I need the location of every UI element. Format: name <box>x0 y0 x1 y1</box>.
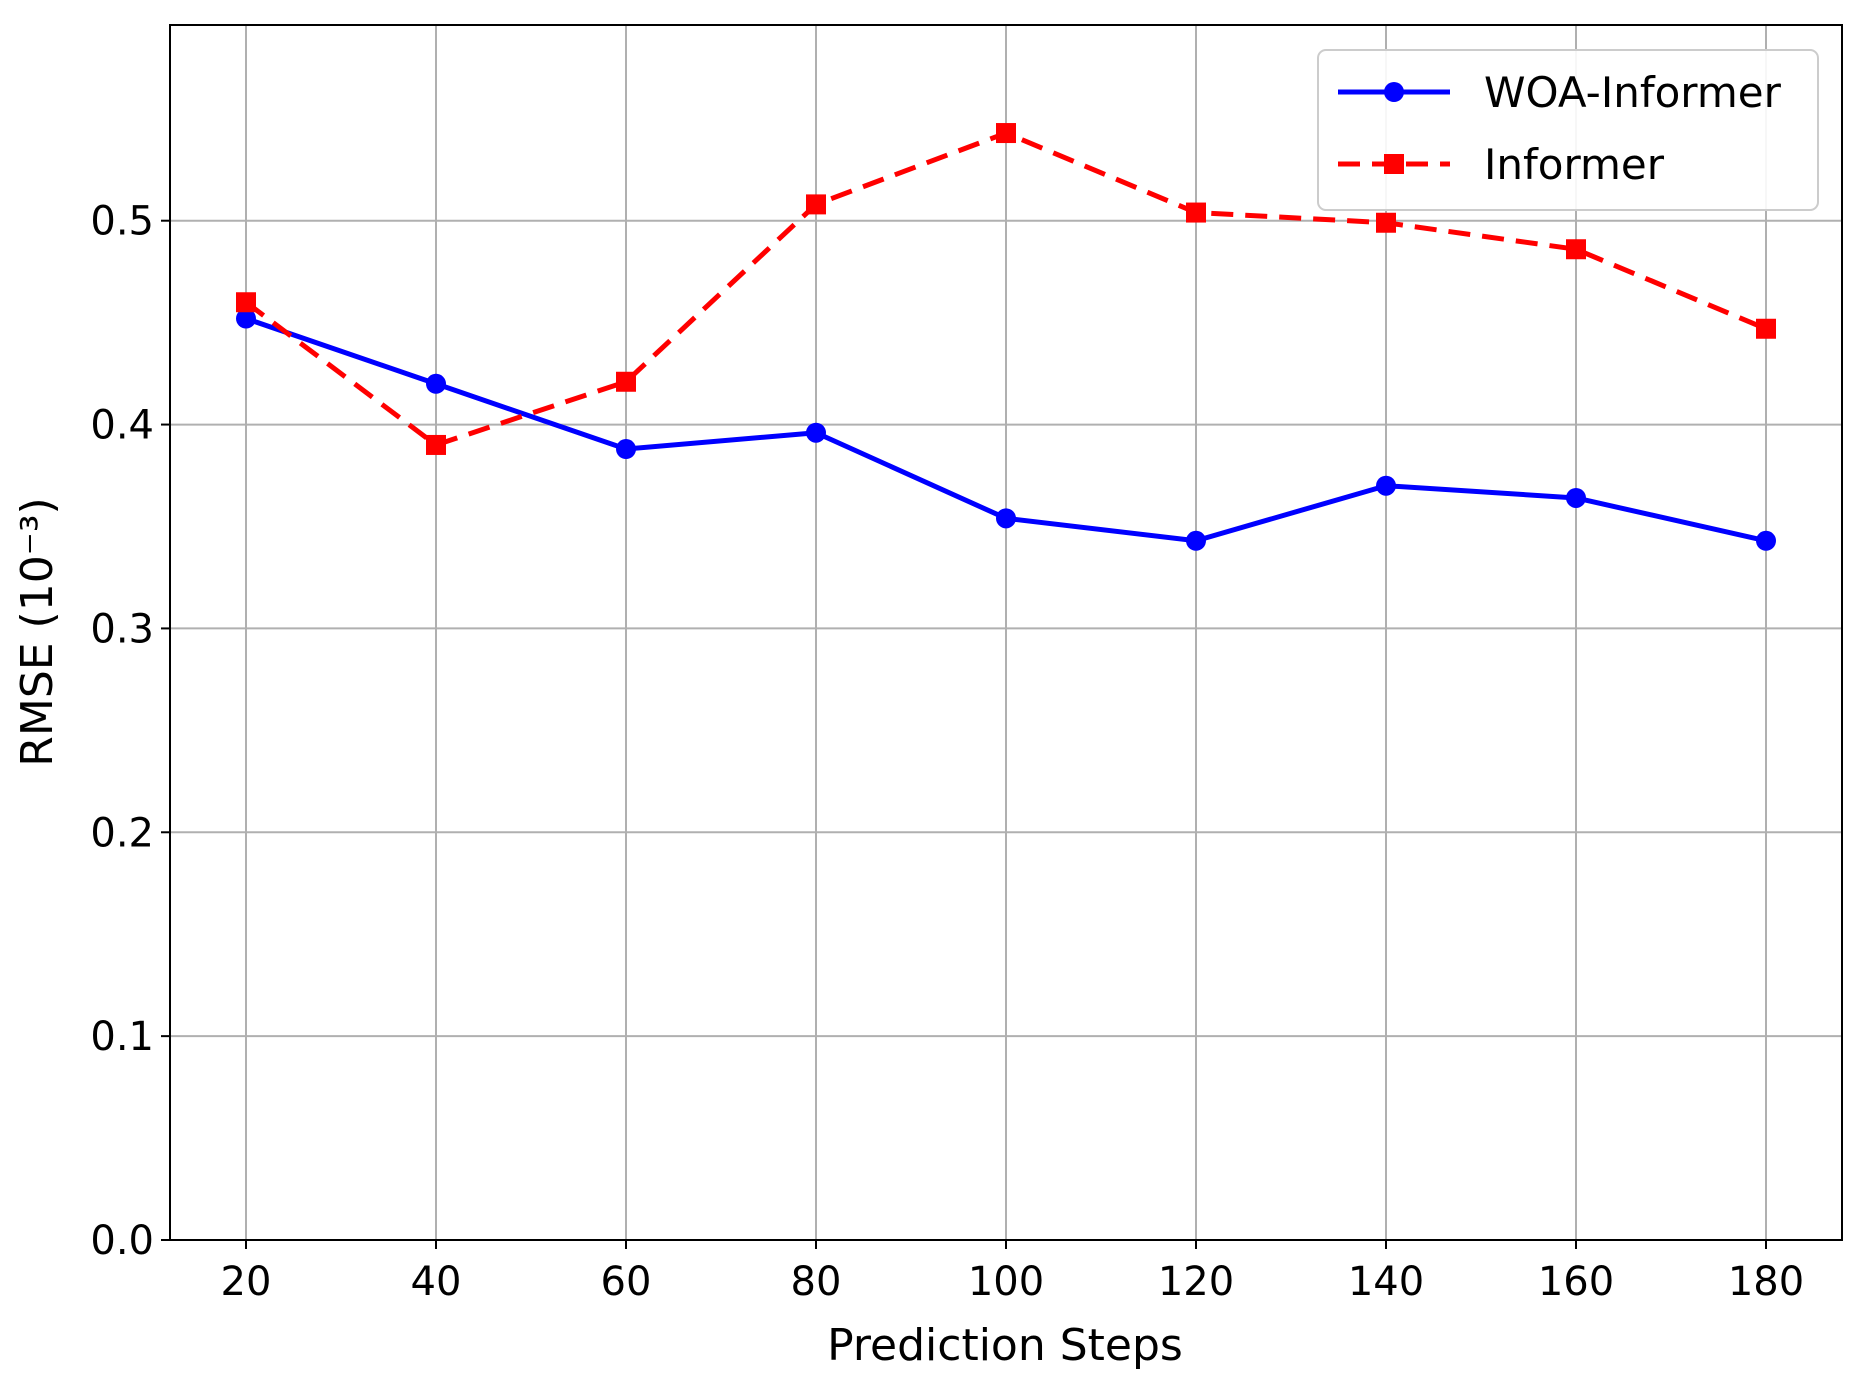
data-point-informer <box>806 194 826 215</box>
data-point-informer <box>1756 318 1776 339</box>
axes: 20 40 60 80 100 120 140 160 180 0.0 0.1 0.2 0.3 0.4 0.… <box>90 199 1804 1305</box>
x-axis-title: Prediction Steps <box>827 1320 1183 1371</box>
legend-marker-woa-informer <box>1384 82 1404 102</box>
x-tick-label: 20 <box>221 1259 272 1305</box>
data-point-woa-informer <box>1376 475 1396 496</box>
data-point-informer <box>616 371 636 392</box>
data-point-informer <box>236 292 256 313</box>
y-tick-label: 0.2 <box>90 810 154 856</box>
x-tick-label: 100 <box>968 1259 1044 1305</box>
data-point-woa-informer <box>1756 530 1776 551</box>
legend-label-woa-informer: WOA-Informer <box>1484 68 1782 117</box>
x-tick-label: 60 <box>601 1259 652 1305</box>
x-tick-label: 160 <box>1538 1259 1614 1305</box>
y-tick-label: 0.5 <box>90 199 154 245</box>
y-axis-title: RMSE (10⁻³) <box>12 497 63 766</box>
data-point-woa-informer <box>1566 487 1586 508</box>
y-tick-label: 0.0 <box>90 1218 154 1264</box>
data-point-woa-informer <box>236 308 256 329</box>
y-tick-label: 0.4 <box>90 403 154 449</box>
data-point-woa-informer <box>1186 530 1206 551</box>
x-tick-label: 40 <box>411 1259 462 1305</box>
x-tick-label: 180 <box>1728 1259 1804 1305</box>
series-layer <box>236 123 1776 551</box>
data-point-woa-informer <box>996 508 1016 529</box>
data-point-informer <box>426 434 446 455</box>
data-point-woa-informer <box>616 439 636 460</box>
legend: WOA-Informer Informer <box>1317 49 1819 211</box>
y-tick-label: 0.1 <box>90 1014 154 1060</box>
x-tick-label: 80 <box>791 1259 842 1305</box>
data-point-woa-informer <box>426 373 446 394</box>
x-tick-label: 120 <box>1158 1259 1234 1305</box>
y-tick-label: 0.3 <box>90 606 154 652</box>
x-tick-label: 140 <box>1348 1259 1424 1305</box>
legend-marker-informer <box>1384 154 1404 174</box>
data-point-woa-informer <box>806 422 826 443</box>
legend-label-informer: Informer <box>1484 140 1665 189</box>
data-point-informer <box>1186 202 1206 223</box>
data-point-informer <box>1376 212 1396 233</box>
data-point-informer <box>1566 239 1586 260</box>
data-point-informer <box>996 123 1016 144</box>
